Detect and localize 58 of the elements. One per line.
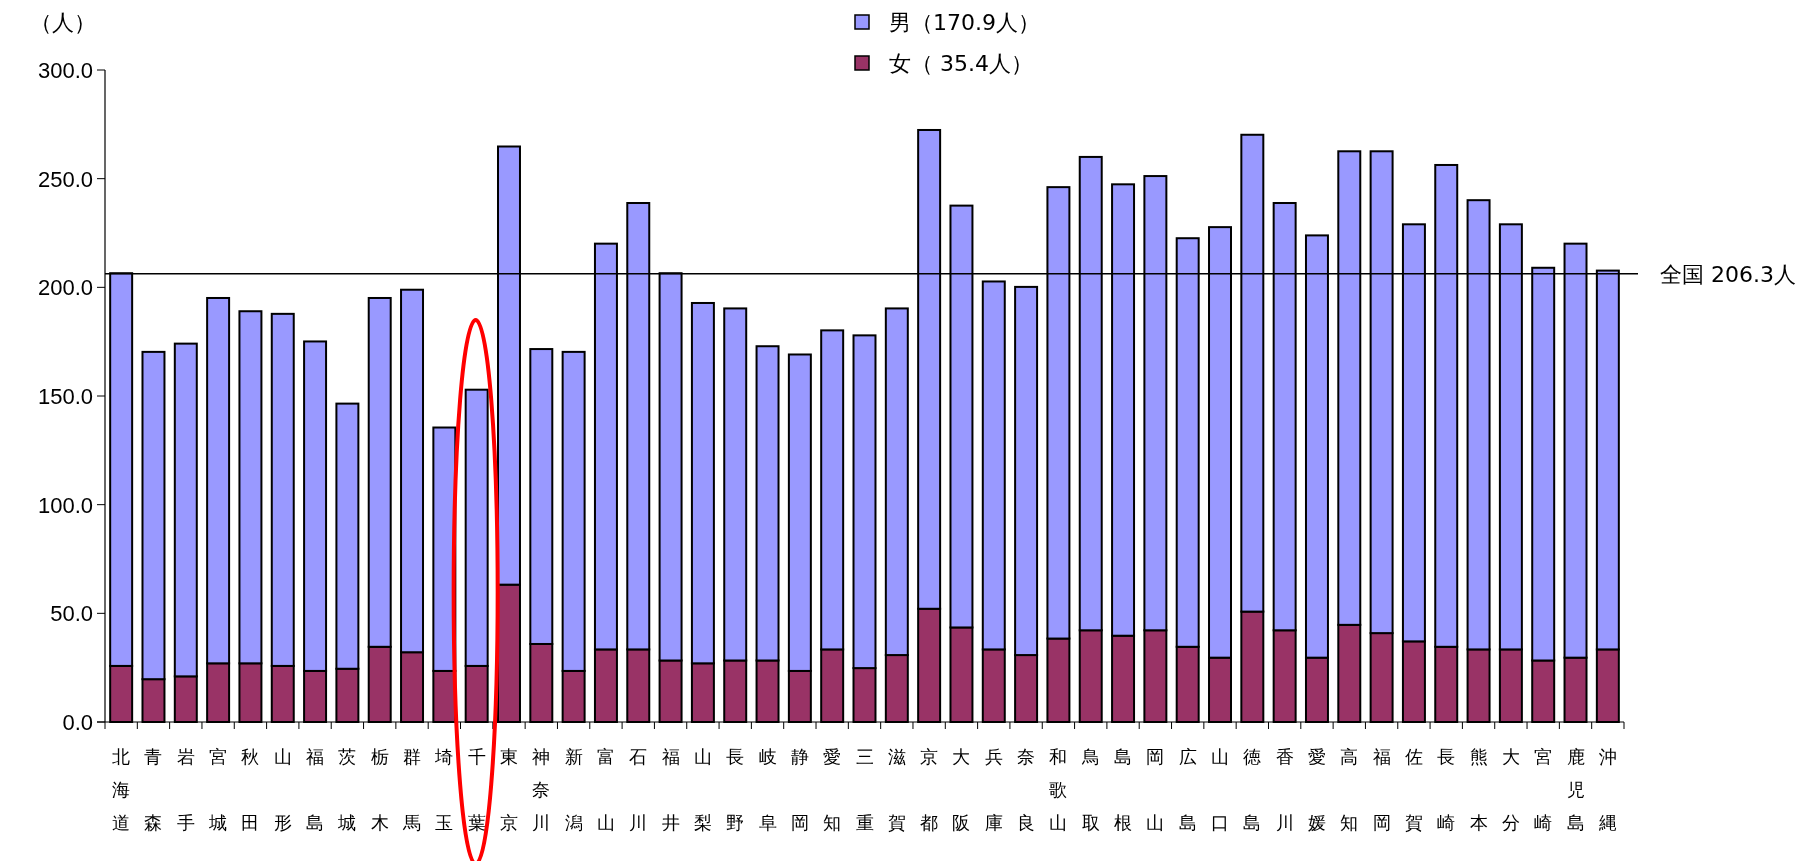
category-label: 秋田: [241, 746, 260, 833]
category-label: 岩手: [176, 746, 195, 833]
category-label: 富山: [596, 746, 615, 833]
category-label: 宮城: [209, 746, 228, 833]
legend-label: 女（ 35.4人）: [889, 51, 1033, 76]
y-tick-label: 150.0: [37, 384, 93, 409]
category-label: 愛知: [823, 746, 842, 833]
category-label: 三重: [855, 746, 874, 833]
category-label: 長崎: [1437, 746, 1456, 833]
category-label: 愛媛: [1307, 746, 1326, 833]
category-label: 茨城: [338, 746, 357, 833]
category-label: 東京: [499, 746, 518, 833]
category-label: 新潟: [564, 746, 583, 833]
category-label: 栃木: [370, 746, 389, 833]
y-tick-label: 300.0: [37, 58, 93, 83]
category-label: 高知: [1340, 746, 1359, 833]
x-tick-label: 和歌山: [1049, 746, 1068, 833]
category-label: 岐阜: [758, 746, 777, 833]
category-label: 福島: [306, 746, 325, 833]
category-label: 滋賀: [887, 746, 906, 833]
category-label: 奈良: [1017, 746, 1036, 833]
category-label: 兵庫: [984, 746, 1003, 833]
category-label: 沖縄: [1598, 746, 1617, 833]
category-label: 千葉: [467, 746, 486, 833]
category-label: 山形: [273, 746, 292, 833]
category-label: 山梨: [693, 746, 712, 833]
y-tick-label: 250.0: [37, 166, 93, 192]
ref-line-label: 全国 206.3人: [1660, 261, 1796, 287]
y-tick-label: 200.0: [37, 275, 93, 301]
category-label: 静岡: [790, 746, 809, 833]
category-label: 島根: [1114, 746, 1133, 833]
y-tick-label: 100.0: [37, 492, 93, 518]
legend-label: 男（170.9人）: [889, 10, 1040, 35]
category-label: 佐賀: [1404, 746, 1423, 833]
category-label: 群馬: [403, 746, 422, 833]
category-label: 埼玉: [435, 746, 454, 833]
category-label: 山口: [1211, 746, 1230, 833]
y-tick-label: 50.0: [50, 601, 93, 627]
category-label: 広島: [1178, 746, 1197, 833]
category-label: 大阪: [952, 746, 971, 833]
y-tick-label: 0.0: [62, 710, 93, 735]
category-label: 福井: [661, 746, 680, 833]
category-label: 青森: [144, 746, 163, 833]
category-label: 徳島: [1243, 746, 1262, 833]
category-label: 福岡: [1372, 746, 1391, 833]
category-label: 宮崎: [1534, 746, 1553, 833]
x-tick-label: 鹿児島: [1566, 746, 1585, 833]
category-label: 岡山: [1146, 746, 1165, 833]
x-tick-label: 神奈川: [532, 746, 551, 833]
category-label: 大分: [1501, 746, 1520, 833]
category-label: 香川: [1275, 746, 1294, 833]
category-label: 熊本: [1469, 746, 1488, 833]
category-label: 鳥取: [1081, 746, 1100, 833]
category-label: 京都: [920, 746, 939, 833]
x-tick-label: 北海道: [112, 746, 131, 833]
category-label: 長野: [726, 746, 745, 833]
y-axis-title: （人）: [30, 10, 96, 35]
category-label: 石川: [629, 746, 648, 833]
